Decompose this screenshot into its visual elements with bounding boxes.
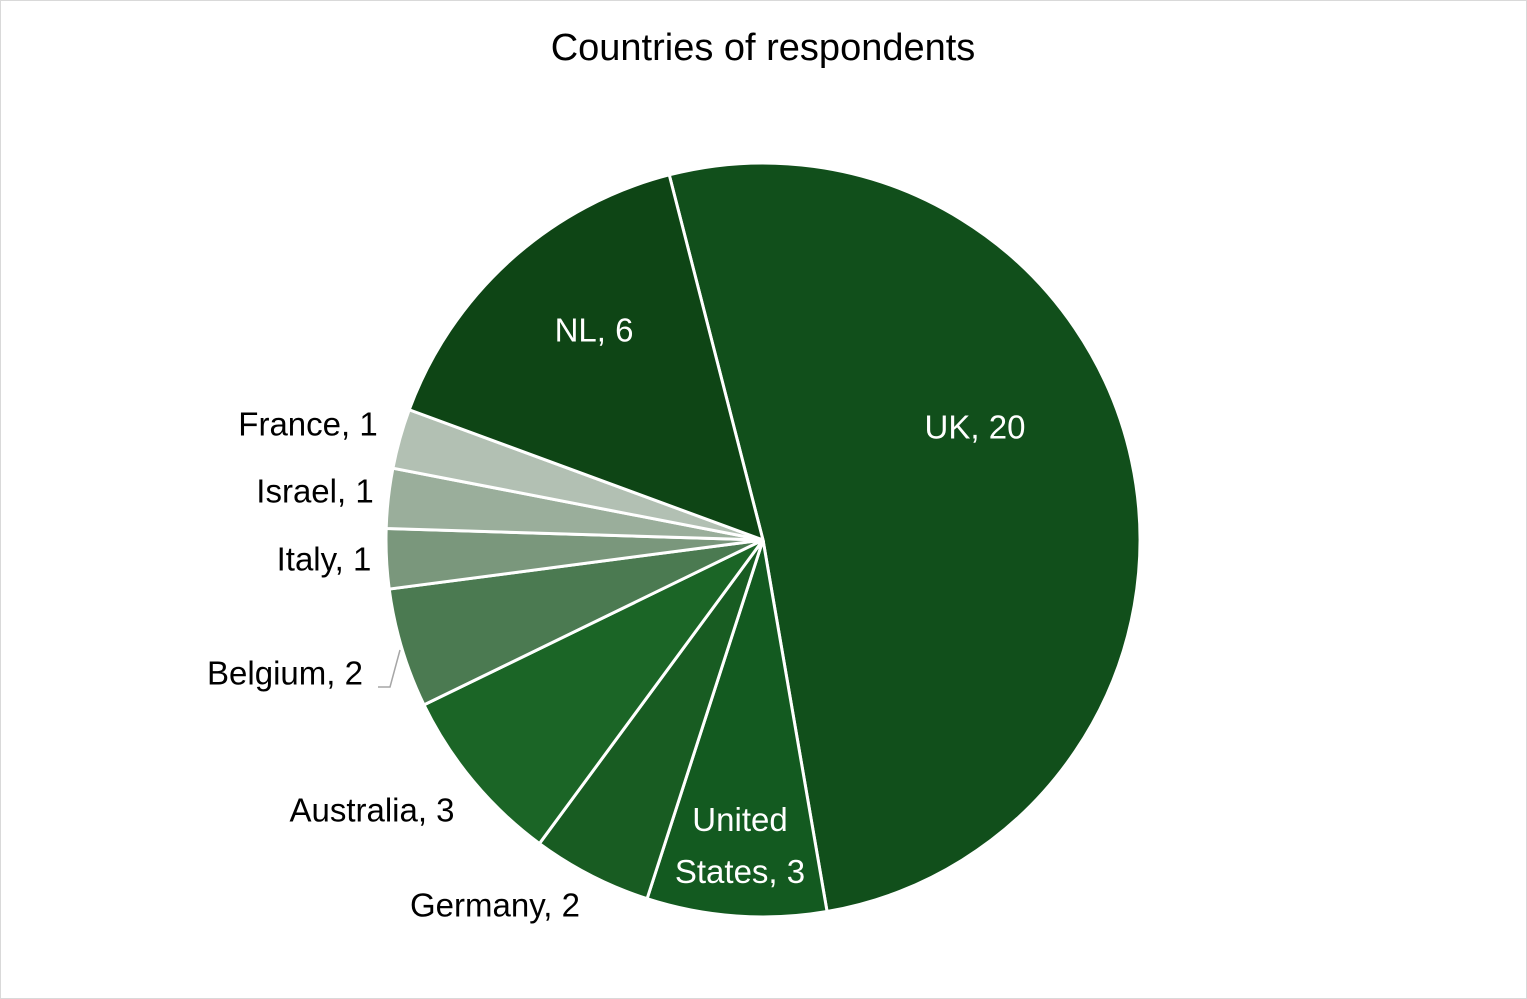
leader-line bbox=[378, 649, 401, 688]
pie-slice bbox=[421, 538, 765, 846]
pie-slice bbox=[645, 539, 829, 919]
data-label: Australia, 3 bbox=[289, 792, 454, 829]
pie-slice bbox=[407, 173, 766, 543]
data-label: United States, 3 bbox=[675, 801, 805, 890]
data-label: Israel, 1 bbox=[256, 473, 373, 510]
data-label: France, 1 bbox=[238, 406, 377, 443]
data-label: UK, 20 bbox=[925, 409, 1026, 446]
pie-slice bbox=[667, 161, 1142, 914]
data-label: NL, 6 bbox=[555, 312, 634, 349]
chart-title: Countries of respondents bbox=[551, 27, 976, 69]
data-label: Belgium, 2 bbox=[207, 655, 363, 692]
data-label: Italy, 1 bbox=[277, 541, 372, 578]
data-label: Germany, 2 bbox=[410, 887, 580, 924]
